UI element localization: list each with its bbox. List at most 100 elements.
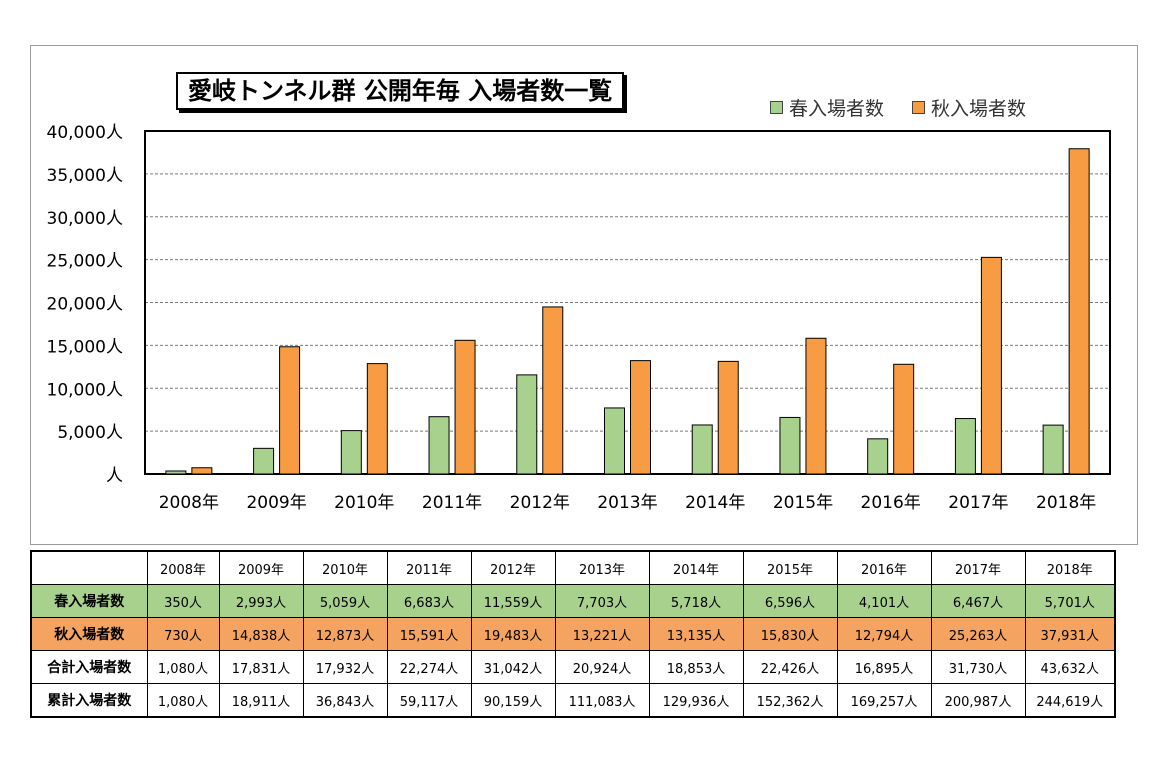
table-row-header: 春入場者数 xyxy=(30,584,148,618)
table-cell: 31,042人 xyxy=(470,650,556,684)
y-tick-label: 20,000人 xyxy=(47,295,123,315)
table-column-header: 2011年 xyxy=(386,550,472,585)
bar-autumn-2013年 xyxy=(630,360,651,475)
table-cell: 17,831人 xyxy=(218,650,304,684)
table-cell: 18,911人 xyxy=(218,683,304,718)
table-cell: 90,159人 xyxy=(470,683,556,718)
table-cell: 200,987人 xyxy=(930,683,1026,718)
table-cell: 5,059人 xyxy=(302,584,388,618)
table-cell: 22,274人 xyxy=(386,650,472,684)
bar-chart: 人 5,000人 10,000人 15,000人 20,000人 25,000人 30,00… xyxy=(47,123,1111,513)
table-cell: 36,843人 xyxy=(302,683,388,718)
table-cell: 11,559人 xyxy=(470,584,556,618)
bar-spring-2010年 xyxy=(340,430,362,475)
y-tick-label: 35,000人 xyxy=(47,166,123,186)
table-column-header: 2012年 xyxy=(470,550,556,585)
table-row-header: 秋入場者数 xyxy=(30,617,148,651)
table-cell: 16,895人 xyxy=(836,650,932,684)
table-cell: 19,483人 xyxy=(470,617,556,651)
legend-entry-autumn: 秋入場者数 xyxy=(912,94,1026,121)
bar-spring-2011年 xyxy=(428,416,450,475)
y-tick-label: 15,000人 xyxy=(47,337,123,357)
x-tick-label: 2012年 xyxy=(510,493,570,513)
table-cell: 2,993人 xyxy=(218,584,304,618)
x-tick-label: 2013年 xyxy=(597,493,657,513)
table-cell: 15,591人 xyxy=(386,617,472,651)
bar-spring-2018年 xyxy=(1042,424,1064,475)
table-row: 秋入場者数 730人 14,838人 12,873人 15,591人 19,483人 13,… xyxy=(30,617,1116,651)
bar-spring-2008年 xyxy=(165,470,187,475)
table-cell: 169,257人 xyxy=(836,683,932,718)
bar-spring-2016年 xyxy=(867,438,889,475)
table-column-header: 2015年 xyxy=(742,550,838,585)
table-cell: 350人 xyxy=(146,584,220,618)
table-cell: 6,467人 xyxy=(930,584,1026,618)
bar-autumn-2008年 xyxy=(191,467,213,475)
x-tick-label: 2014年 xyxy=(685,493,745,513)
table-row: 累計入場者数 1,080人 18,911人 36,843人 59,117人 90,159人… xyxy=(30,683,1116,718)
bar-autumn-2011年 xyxy=(454,339,476,475)
table-column-header: 2008年 xyxy=(146,550,220,585)
x-tick-label: 2016年 xyxy=(861,493,921,513)
bar-autumn-2018年 xyxy=(1068,148,1090,475)
table-cell: 1,080人 xyxy=(146,650,220,684)
table-cell: 22,426人 xyxy=(742,650,838,684)
bar-spring-2015年 xyxy=(779,416,801,475)
table-corner-cell xyxy=(30,550,148,585)
data-table: 2008年 2009年 2010年 2011年 2012年 2013年 2014年 2015年… xyxy=(30,550,1116,718)
table-column-header: 2014年 xyxy=(648,550,744,585)
table-cell: 4,101人 xyxy=(836,584,932,618)
bar-autumn-2010年 xyxy=(366,363,388,475)
chart-frame xyxy=(30,45,1138,545)
table-cell: 43,632人 xyxy=(1024,650,1116,684)
y-tick-label: 10,000人 xyxy=(47,380,123,400)
x-tick-label: 2011年 xyxy=(422,493,482,513)
table-cell: 111,083人 xyxy=(554,683,650,718)
table-column-header: 2013年 xyxy=(554,550,650,585)
table-column-header: 2010年 xyxy=(302,550,388,585)
table-cell: 15,830人 xyxy=(742,617,838,651)
bar-spring-2009年 xyxy=(253,447,275,475)
x-tick-label: 2017年 xyxy=(948,493,1008,513)
y-tick-label: 25,000人 xyxy=(47,252,123,272)
bar-autumn-2012年 xyxy=(542,306,564,475)
table-cell: 6,683人 xyxy=(386,584,472,618)
table-cell: 244,619人 xyxy=(1024,683,1116,718)
table-cell: 13,135人 xyxy=(648,617,744,651)
bar-autumn-2016年 xyxy=(893,363,915,475)
table-cell: 37,931人 xyxy=(1024,617,1116,651)
bar-autumn-2017年 xyxy=(980,256,1002,475)
table-cell: 7,703人 xyxy=(554,584,650,618)
plot-area xyxy=(144,130,1111,475)
table-column-header: 2016年 xyxy=(836,550,932,585)
table-cell: 31,730人 xyxy=(930,650,1026,684)
chart-legend: 春入場者数 秋入場者数 xyxy=(770,94,1054,121)
legend-swatch-autumn xyxy=(912,101,926,114)
table-cell: 12,873人 xyxy=(302,617,388,651)
table-cell: 12,794人 xyxy=(836,617,932,651)
table-cell: 25,263人 xyxy=(930,617,1026,651)
table-cell: 17,932人 xyxy=(302,650,388,684)
table-cell: 6,596人 xyxy=(742,584,838,618)
table-row-header: 合計入場者数 xyxy=(30,650,148,684)
x-tick-label: 2015年 xyxy=(773,493,833,513)
y-tick-label: 5,000人 xyxy=(57,423,123,443)
bar-spring-2017年 xyxy=(954,418,976,475)
table-cell: 14,838人 xyxy=(218,617,304,651)
table-row: 合計入場者数 1,080人 17,831人 17,932人 22,274人 31,042人… xyxy=(30,650,1116,684)
y-tick-label: 人 xyxy=(106,466,123,486)
x-tick-label: 2010年 xyxy=(334,493,394,513)
x-tick-label: 2018年 xyxy=(1036,493,1096,513)
table-cell: 13,221人 xyxy=(554,617,650,651)
legend-swatch-spring xyxy=(770,101,783,114)
table-cell: 59,117人 xyxy=(386,683,472,718)
y-tick-label: 30,000人 xyxy=(47,209,123,229)
table-cell: 730人 xyxy=(146,617,220,651)
table-cell: 20,924人 xyxy=(554,650,650,684)
legend-entry-spring: 春入場者数 xyxy=(770,94,884,121)
bar-autumn-2009年 xyxy=(279,346,301,475)
x-tick-label: 2008年 xyxy=(159,493,219,513)
table-cell: 152,362人 xyxy=(742,683,838,718)
table-cell: 1,080人 xyxy=(146,683,220,718)
table-cell: 18,853人 xyxy=(648,650,744,684)
